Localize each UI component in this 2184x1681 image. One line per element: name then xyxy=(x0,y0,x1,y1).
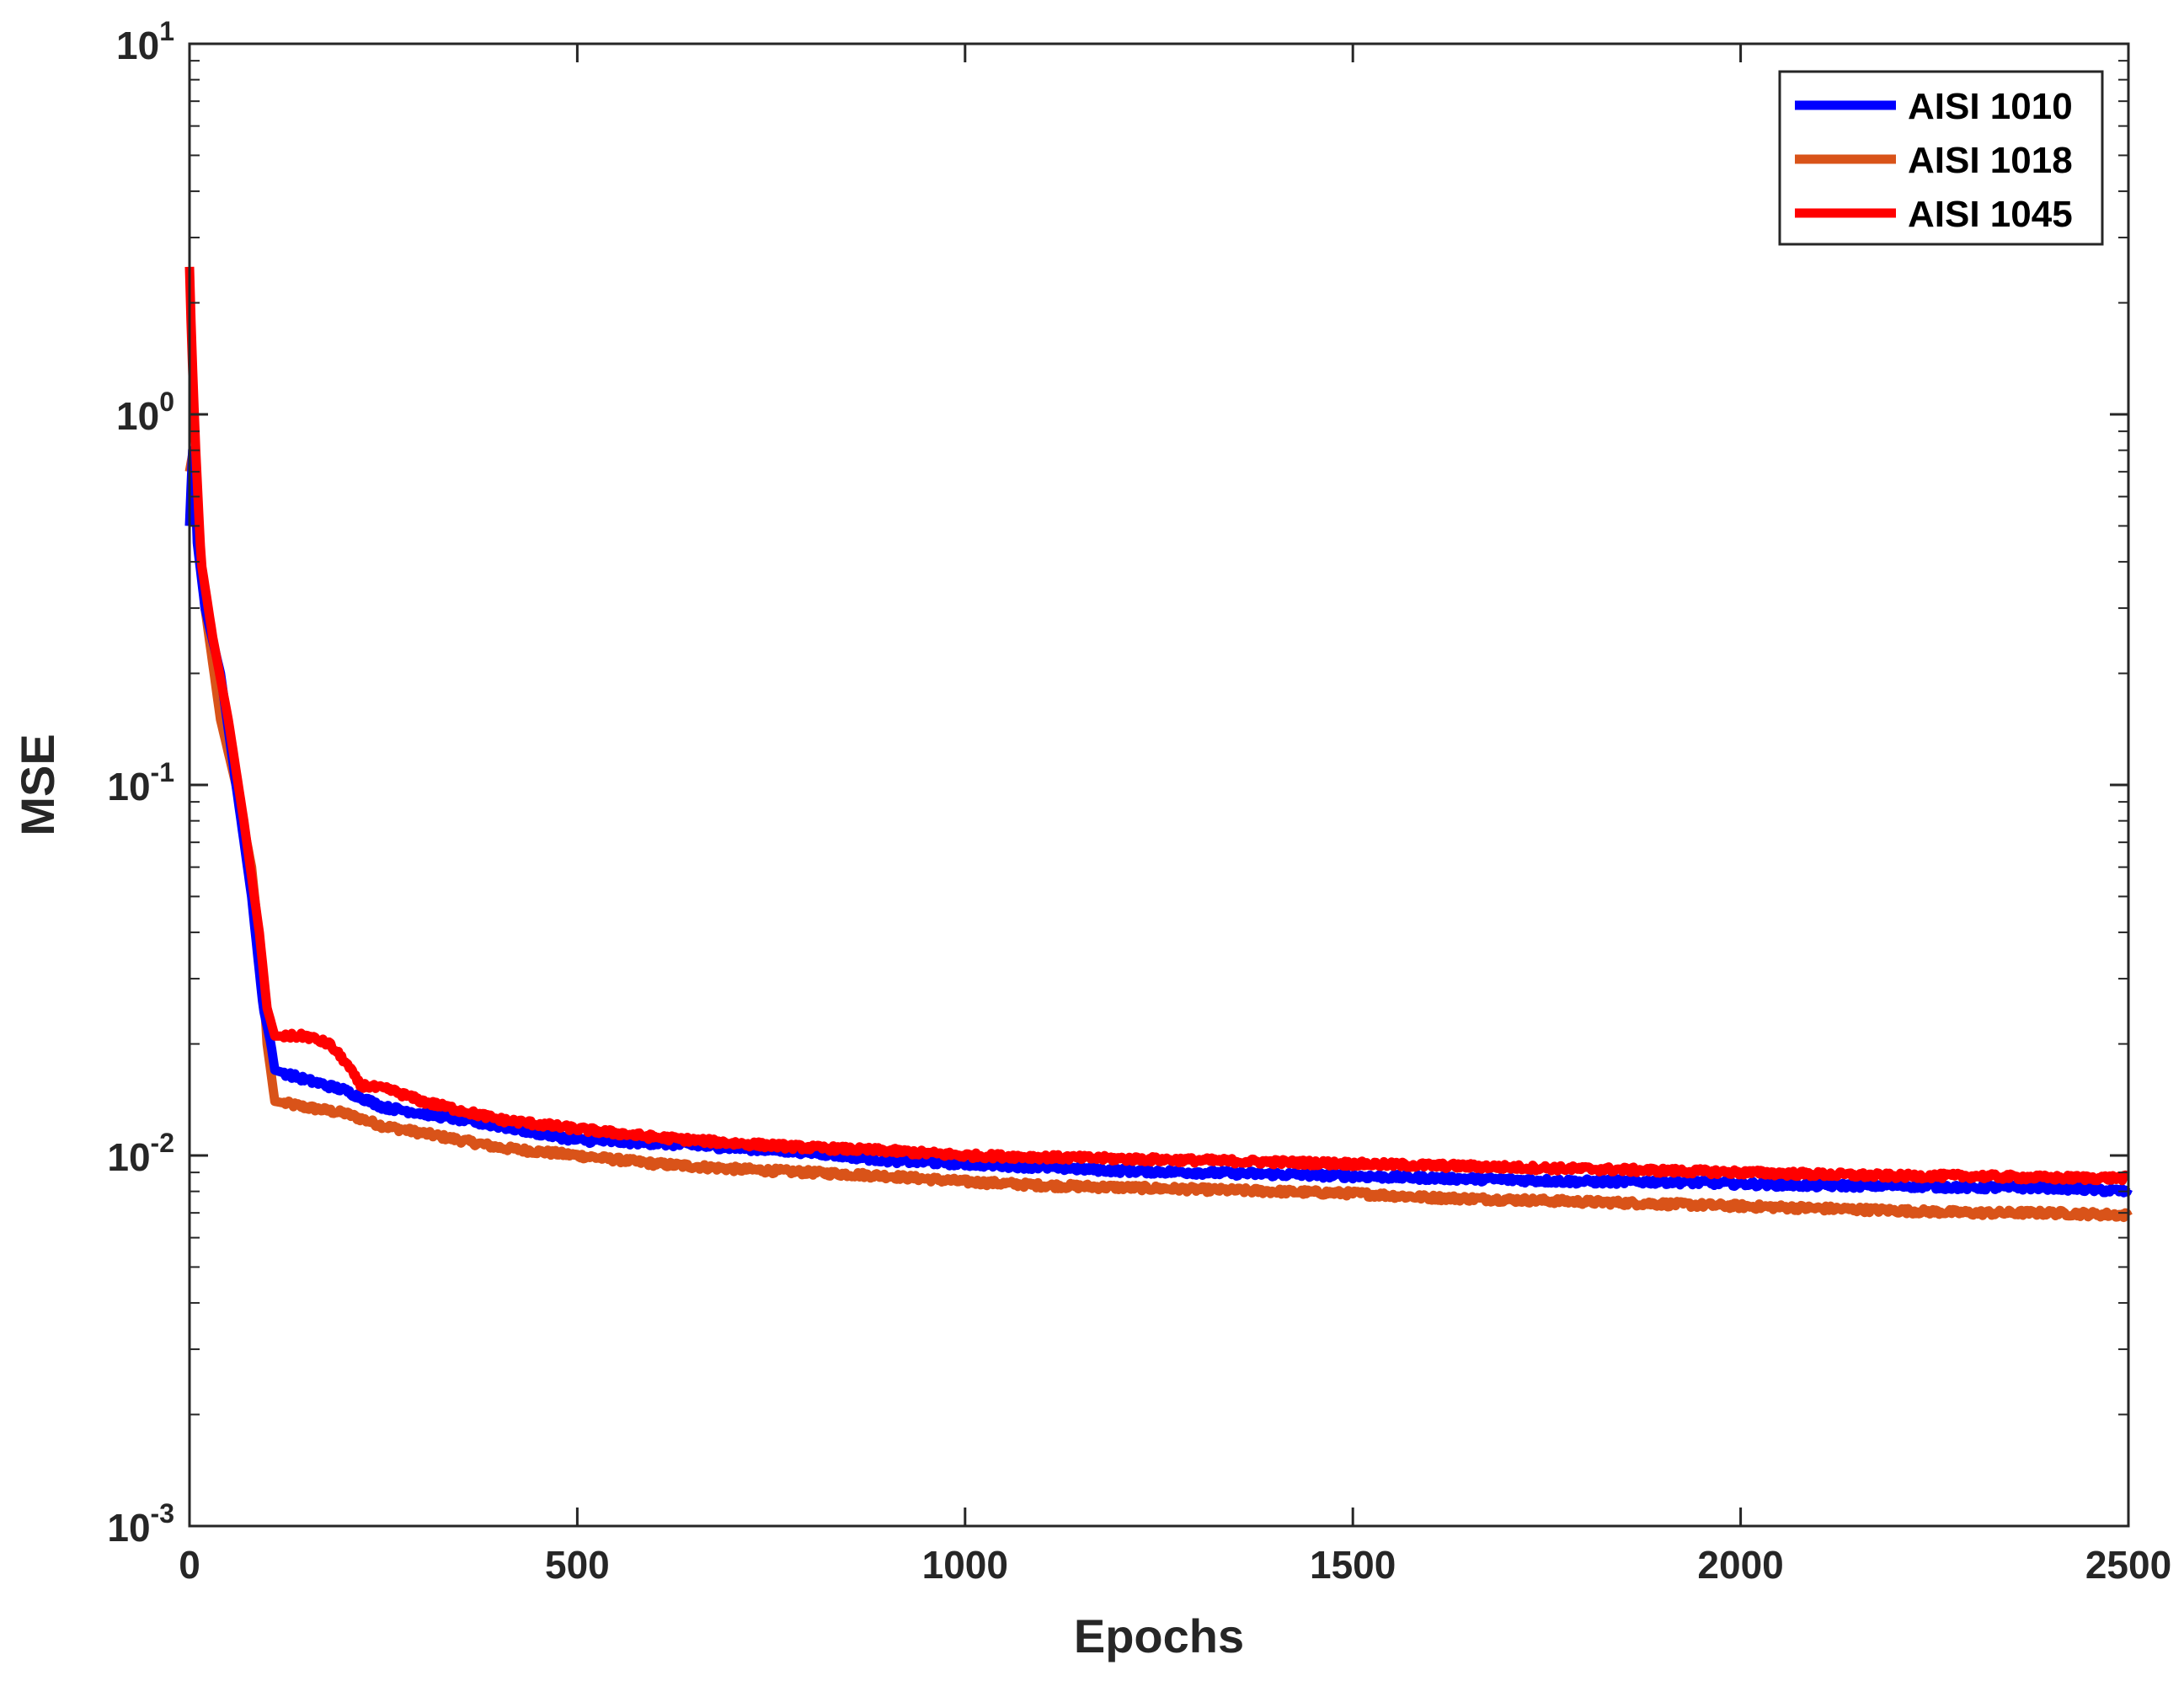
axes-layer: 0 500 1000 1500 2000 2500 10-3 10-2 10-1 100 101 Ep… xyxy=(11,16,2171,1662)
y-tick-label: 10-2 xyxy=(107,1128,174,1179)
series-aisi-1010 xyxy=(184,446,2133,1198)
legend-label: AISI 1010 xyxy=(1908,86,2073,127)
legend-label: AISI 1018 xyxy=(1908,140,2073,181)
legend-label: AISI 1045 xyxy=(1908,194,2073,235)
series-aisi-1045 xyxy=(184,266,2132,1186)
x-tick-label: 1500 xyxy=(1310,1543,1396,1587)
series-line xyxy=(184,266,2132,1186)
legend: AISI 1010 AISI 1018 AISI 1045 xyxy=(1778,70,2104,246)
legend-item: AISI 1010 xyxy=(1795,86,2073,127)
series-aisi-1018 xyxy=(184,450,2133,1223)
y-tick-label: 101 xyxy=(116,16,174,67)
y-tick-label: 10-1 xyxy=(107,757,174,808)
x-tick-label: 1000 xyxy=(922,1543,1008,1587)
y-axis-title: MSE xyxy=(11,734,64,835)
y-tick-label: 100 xyxy=(116,387,174,438)
x-tick-label: 500 xyxy=(545,1543,610,1587)
y-tick-label: 10-3 xyxy=(107,1498,174,1550)
series-line xyxy=(184,446,2133,1198)
x-tick-label: 2000 xyxy=(1697,1543,1783,1587)
x-axis-title: Epochs xyxy=(1074,1609,1244,1662)
series-line xyxy=(184,450,2133,1223)
x-tick-label: 2500 xyxy=(2085,1543,2171,1587)
legend-item: AISI 1018 xyxy=(1795,140,2073,181)
legend-item: AISI 1045 xyxy=(1795,194,2073,235)
series-layer xyxy=(184,266,2133,1223)
x-tick-label: 0 xyxy=(179,1543,200,1587)
